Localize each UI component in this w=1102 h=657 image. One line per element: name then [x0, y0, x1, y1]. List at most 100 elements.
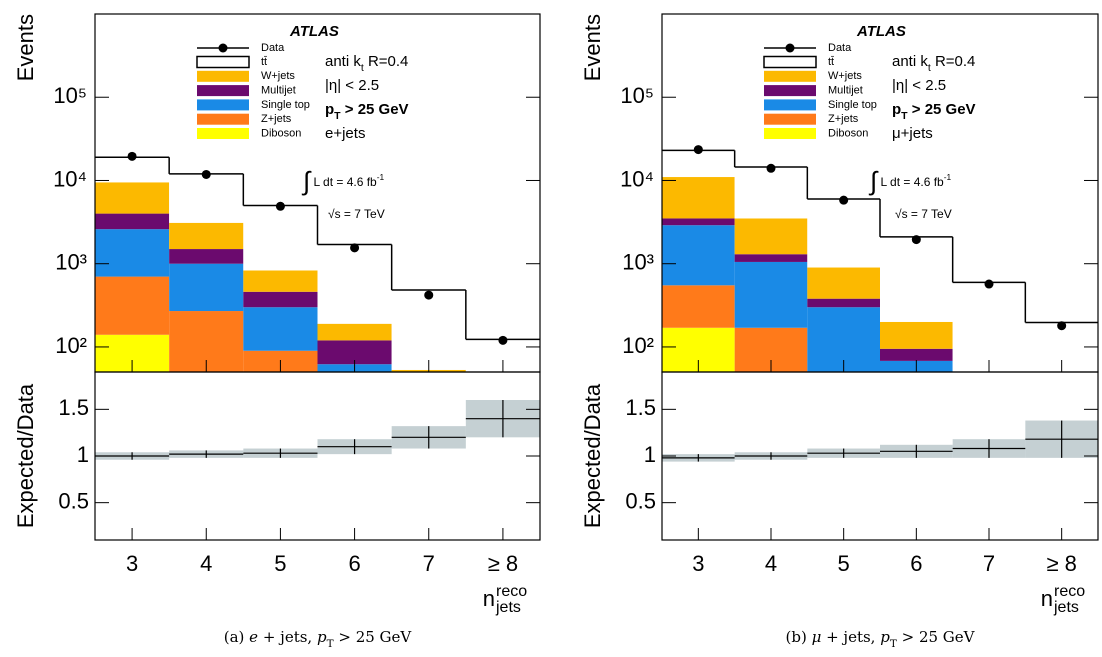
annotation: e+jets	[325, 125, 365, 142]
x-tick-label: 5	[838, 551, 850, 576]
bar-segment	[662, 225, 735, 286]
annotation-part: R=0.4	[931, 53, 976, 70]
data-point	[1057, 321, 1067, 331]
atlas-label: ATLAS	[856, 23, 906, 40]
caption: (b) μ + jets, pT > 25 GeV	[785, 628, 975, 650]
x-tick-label: ≥ 8	[1046, 551, 1076, 576]
x-axis-label-sup: reco	[496, 583, 527, 600]
bar-segment	[317, 244, 392, 324]
legend-swatch	[764, 113, 816, 125]
legend-label: Single top	[828, 99, 877, 111]
bar-segment	[880, 321, 953, 349]
bar-segment	[807, 198, 880, 268]
ratio-y-tick-label: 1.5	[58, 395, 89, 420]
ratio-y-tick-label: 1.5	[625, 395, 656, 420]
bar-segment	[169, 311, 244, 372]
bar-segment	[662, 177, 735, 219]
bar-segment	[1025, 492, 1098, 557]
x-tick-label: 7	[983, 551, 995, 576]
x-tick-label: 7	[423, 551, 435, 576]
caption-part: > 25 GeV	[897, 628, 976, 646]
data-point	[984, 279, 994, 289]
data-point	[498, 335, 508, 345]
atlas-label: ATLAS	[289, 23, 339, 40]
caption-part: T	[327, 638, 334, 650]
y-tick-label: 10³	[622, 250, 654, 275]
bar-segment	[734, 254, 808, 262]
bar-segment	[953, 394, 1026, 411]
bar-segment	[880, 348, 953, 361]
data-point	[275, 201, 285, 211]
caption-part: T	[890, 638, 897, 650]
bar-segment	[317, 340, 392, 365]
legend-label: Z+jets	[261, 113, 292, 125]
data-point	[766, 163, 776, 173]
annotation-part: anti k	[325, 53, 361, 70]
bar-segment	[169, 173, 244, 223]
bar-segment	[169, 222, 244, 250]
annotation-part: p	[325, 101, 334, 118]
bar-segment	[169, 249, 244, 264]
legend-label: Multijet	[828, 85, 863, 97]
bar-segment	[952, 282, 1026, 372]
y-tick-label: 10⁴	[53, 166, 87, 191]
bar-segment	[807, 374, 880, 438]
x-tick-label: 4	[765, 551, 777, 576]
bar-segment	[95, 229, 170, 277]
annotation-part: ∫	[868, 166, 879, 196]
legend-label: Multijet	[261, 85, 296, 97]
annotation-part: anti k	[892, 53, 928, 70]
bar-segment	[662, 150, 735, 178]
bar-segment	[734, 218, 808, 255]
y-tick-label: 10⁴	[620, 166, 654, 191]
bar-segment	[734, 327, 808, 372]
x-tick-label: 4	[200, 551, 212, 576]
y-tick-label: 10⁵	[620, 83, 654, 108]
y-tick-label: 10³	[55, 250, 87, 275]
legend-label: W+jets	[828, 70, 862, 82]
annotation: pT > 25 GeV	[892, 101, 976, 122]
bar-segment	[392, 449, 466, 514]
annotation-part: R=0.4	[364, 53, 409, 70]
legend-swatch	[764, 70, 816, 82]
legend-swatch	[196, 55, 250, 69]
x-tick-label: 3	[126, 551, 138, 576]
bar-segment	[317, 323, 392, 341]
legend-label: Single top	[261, 99, 310, 111]
bar-segment	[243, 270, 318, 292]
annotation-part: t	[361, 62, 364, 74]
bar-segment	[95, 276, 170, 335]
annotation: |η| < 2.5	[892, 77, 946, 94]
annotation-part: T	[901, 110, 908, 122]
y-tick-label: 10²	[55, 333, 87, 358]
annotation: √s = 7 TeV	[895, 207, 952, 221]
bar-segment	[662, 285, 735, 328]
legend-label: Data	[828, 42, 852, 54]
legend-swatch	[764, 85, 816, 97]
legend-label: Z+jets	[828, 113, 859, 125]
annotation-part: T	[334, 110, 341, 122]
ratio-axis-label: Expected/Data	[13, 383, 38, 528]
legend-swatch	[197, 85, 249, 97]
annotation: √s = 7 TeV	[328, 207, 385, 221]
annotation-part: L dt = 4.6 fb	[877, 175, 944, 189]
annotation: μ+jets	[892, 125, 933, 142]
legend-swatch	[197, 99, 249, 111]
legend-swatch	[197, 113, 249, 125]
annotation: anti kt R=0.4	[892, 53, 975, 74]
annotation-part: -1	[944, 172, 952, 182]
data-point	[911, 235, 921, 245]
legend-data-marker	[218, 43, 228, 53]
bar-segment	[734, 261, 808, 328]
x-axis-label-sup: reco	[1054, 583, 1085, 600]
legend-label: Diboson	[828, 127, 868, 139]
legend-swatch	[764, 99, 816, 111]
x-axis-label-sub: jets	[495, 599, 521, 616]
annotation-part: ∫	[301, 166, 312, 196]
bar-segment	[953, 374, 1026, 394]
caption: (a) e + jets, pT > 25 GeV	[224, 628, 413, 650]
bar-segment	[95, 182, 170, 214]
annotation: anti kt R=0.4	[325, 53, 408, 74]
legend-swatch	[763, 55, 817, 69]
ratio-y-tick-label: 0.5	[58, 488, 89, 513]
